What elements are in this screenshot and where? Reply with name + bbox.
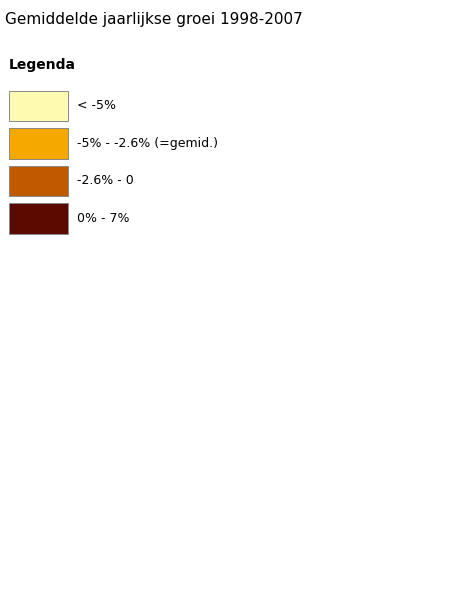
Text: 0% - 7%: 0% - 7% (77, 212, 130, 225)
FancyBboxPatch shape (9, 165, 68, 196)
Text: -2.6% - 0: -2.6% - 0 (77, 174, 134, 187)
FancyBboxPatch shape (9, 128, 68, 158)
Text: < -5%: < -5% (77, 100, 116, 113)
FancyBboxPatch shape (9, 91, 68, 121)
Text: Gemiddelde jaarlijkse groei 1998-2007: Gemiddelde jaarlijkse groei 1998-2007 (5, 12, 302, 27)
FancyBboxPatch shape (9, 203, 68, 234)
Text: Legenda: Legenda (9, 58, 76, 72)
Text: -5% - -2.6% (=gemid.): -5% - -2.6% (=gemid.) (77, 137, 218, 150)
